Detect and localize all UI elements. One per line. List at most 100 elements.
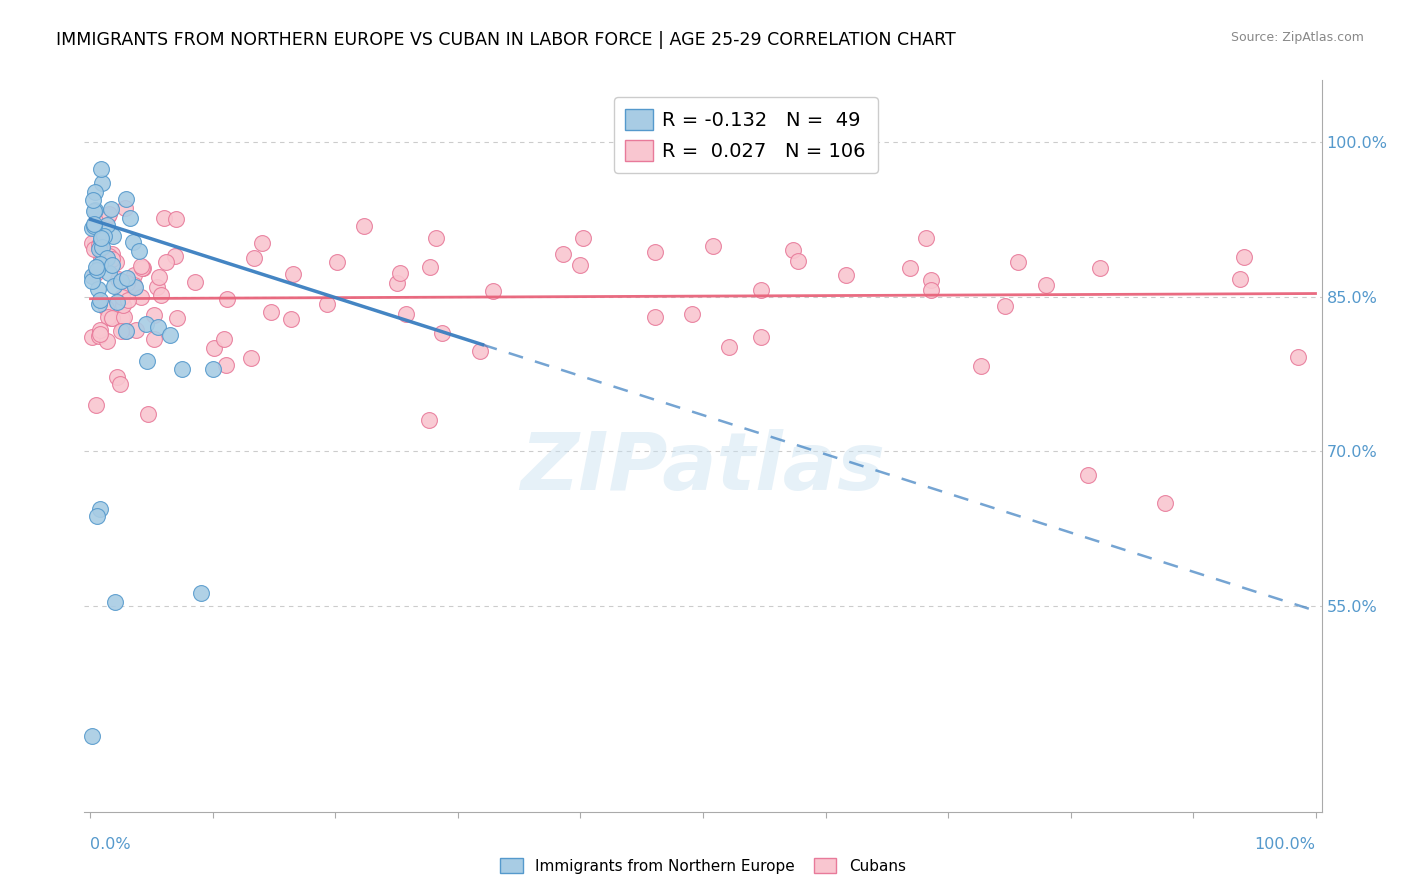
Point: [135, 354, 157, 368]
Point: [644, 310, 666, 324]
Point: [96, 209, 118, 223]
Point: [86, 282, 108, 296]
Point: [90, 233, 112, 247]
Point: [915, 231, 938, 245]
Point: [96, 334, 118, 348]
Point: [91, 211, 114, 225]
Point: [280, 311, 302, 326]
Legend: Immigrants from Northern Europe, Cubans: Immigrants from Northern Europe, Cubans: [494, 852, 912, 880]
Point: [80, 330, 103, 344]
Point: [250, 236, 273, 251]
Point: [201, 361, 224, 376]
Point: [91, 240, 114, 254]
Point: [898, 261, 921, 276]
Point: [122, 268, 145, 282]
Text: IMMIGRANTS FROM NORTHERN EUROPE VS CUBAN IN LABOR FORCE | AGE 25-29 CORRELATION : IMMIGRANTS FROM NORTHERN EUROPE VS CUBAN…: [56, 31, 956, 49]
Point: [1229, 271, 1251, 285]
Point: [101, 247, 124, 261]
Point: [105, 297, 128, 311]
Point: [419, 260, 441, 274]
Point: [782, 243, 804, 257]
Point: [172, 361, 194, 376]
Point: [190, 586, 212, 600]
Point: [214, 332, 236, 346]
Point: [316, 297, 339, 311]
Point: [124, 279, 146, 293]
Legend: R = -0.132   N =  49, R =  0.027   N = 106: R = -0.132 N = 49, R = 0.027 N = 106: [614, 97, 877, 173]
Point: [1154, 496, 1177, 510]
Point: [89, 257, 111, 271]
Point: [136, 407, 159, 421]
Point: [104, 595, 127, 609]
Point: [482, 284, 505, 298]
Point: [108, 376, 131, 391]
Point: [572, 231, 595, 245]
Point: [326, 255, 349, 269]
Point: [89, 293, 111, 307]
Point: [787, 254, 810, 268]
Point: [87, 297, 110, 311]
Point: [105, 370, 128, 384]
Point: [86, 398, 108, 412]
Point: [101, 252, 124, 266]
Point: [100, 311, 122, 326]
Point: [702, 239, 724, 253]
Point: [1233, 250, 1256, 264]
Point: [80, 268, 103, 283]
Point: [105, 294, 128, 309]
Point: [118, 211, 141, 225]
Point: [111, 310, 134, 325]
Point: [83, 217, 105, 231]
Point: [159, 328, 181, 343]
Point: [111, 298, 134, 312]
Point: [835, 268, 858, 282]
Point: [90, 162, 112, 177]
Point: [90, 176, 112, 190]
Point: [83, 204, 105, 219]
Point: [165, 212, 187, 227]
Point: [115, 324, 138, 338]
Point: [110, 274, 132, 288]
Point: [204, 341, 226, 355]
Point: [1007, 255, 1029, 269]
Point: [153, 211, 176, 225]
Point: [568, 258, 591, 272]
Point: [468, 343, 491, 358]
Point: [128, 244, 150, 258]
Point: [96, 251, 118, 265]
Point: [115, 277, 138, 291]
Point: [112, 310, 135, 324]
Text: ZIPatlas: ZIPatlas: [520, 429, 886, 507]
Point: [155, 255, 177, 269]
Point: [1090, 260, 1112, 275]
Point: [83, 219, 105, 233]
Point: [239, 351, 262, 365]
Point: [84, 202, 107, 217]
Point: [100, 202, 122, 216]
Point: [98, 207, 121, 221]
Point: [920, 283, 942, 297]
Point: [82, 193, 104, 207]
Point: [430, 326, 453, 341]
Point: [970, 359, 993, 373]
Point: [89, 326, 111, 341]
Point: [89, 238, 111, 252]
Point: [90, 243, 112, 257]
Point: [994, 300, 1017, 314]
Point: [920, 273, 942, 287]
Point: [111, 322, 134, 336]
Point: [146, 319, 169, 334]
Point: [90, 251, 112, 265]
Point: [86, 509, 108, 524]
Point: [114, 201, 136, 215]
Point: [389, 266, 412, 280]
Point: [751, 330, 773, 344]
Text: 0.0%: 0.0%: [90, 838, 131, 853]
Point: [101, 229, 124, 244]
Point: [96, 218, 118, 232]
Point: [82, 235, 104, 250]
Point: [149, 287, 172, 301]
Point: [1077, 467, 1099, 482]
Point: [98, 266, 121, 280]
Point: [122, 278, 145, 293]
